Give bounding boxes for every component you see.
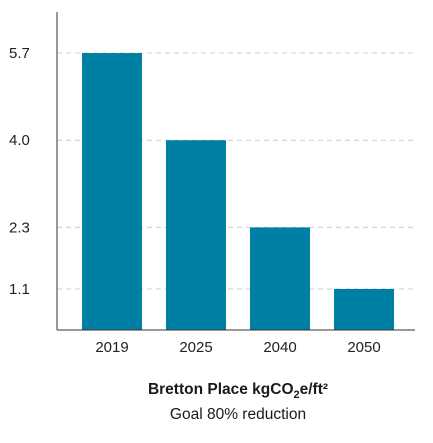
bar-2025 [166,140,226,330]
axes [56,12,415,331]
x-tick-label: 2019 [95,339,128,356]
y-tick-label: 1.1 [9,281,30,298]
x-tick-labels: 2019 2025 2040 2050 [95,339,380,356]
bar-2040 [250,227,310,330]
bar-2019 [82,53,142,330]
y-tick-label: 4.0 [9,132,30,149]
y-tick-labels: 5.7 4.0 2.3 1.1 [9,45,30,298]
chart-subtitle: Goal 80% reduction [170,406,306,423]
chart-title: Bretton Place kgCO2e/ft² [148,381,328,401]
x-tick-label: 2040 [263,339,296,356]
bars [82,53,394,330]
bar-2050 [334,288,394,330]
x-tick-label: 2050 [347,339,380,356]
y-tick-label: 5.7 [9,45,30,62]
x-tick-label: 2025 [179,339,212,356]
y-tick-label: 2.3 [9,219,30,236]
